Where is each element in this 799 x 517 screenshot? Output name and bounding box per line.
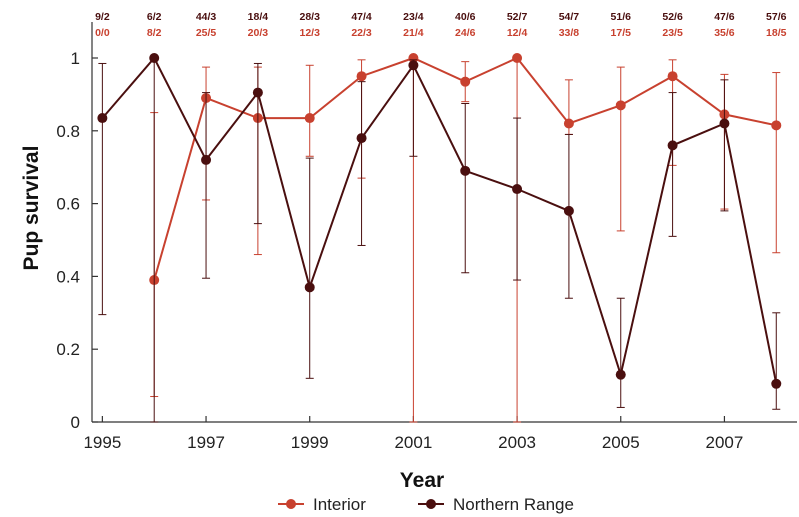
northern-range-sample-label: 52/6 bbox=[662, 11, 683, 23]
northern-range-sample-label: 47/4 bbox=[351, 11, 372, 23]
northern-range-sample-label: 44/3 bbox=[196, 11, 217, 23]
y-tick-label: 0.2 bbox=[56, 340, 80, 359]
interior-sample-label: 24/6 bbox=[455, 27, 476, 39]
northern-range-point bbox=[201, 154, 212, 165]
y-tick-label: 0.6 bbox=[56, 195, 80, 214]
northern-range-sample-label: 57/6 bbox=[766, 11, 787, 23]
northern-range-legend-marker bbox=[426, 499, 436, 509]
northern-range-sample-label: 28/3 bbox=[300, 11, 321, 23]
northern-range-line bbox=[101, 56, 778, 384]
interior-point bbox=[356, 71, 367, 82]
northern-range-sample-label: 18/4 bbox=[248, 11, 269, 23]
interior-sample-label: 18/5 bbox=[766, 27, 787, 39]
legend: Interior Northern Range bbox=[278, 495, 574, 514]
x-tick-label: 2001 bbox=[394, 433, 432, 452]
northern-range-legend-label: Northern Range bbox=[453, 495, 574, 514]
northern-range-point bbox=[460, 165, 471, 176]
y-tick-label: 0.4 bbox=[56, 267, 80, 286]
axes: 0 0.2 0.4 0.6 0.8 1 1995 1997 1999 2001 2003 2005 20… bbox=[56, 22, 797, 452]
interior-sample-label: 0/0 bbox=[95, 27, 110, 39]
interior-legend-label: Interior bbox=[313, 495, 366, 514]
interior-sample-label: 23/5 bbox=[662, 27, 683, 39]
interior-sample-label: 22/3 bbox=[351, 27, 372, 39]
y-axis-title: Pup survival bbox=[20, 146, 43, 271]
northern-range-sample-label: 51/6 bbox=[611, 11, 632, 23]
interior-point bbox=[563, 118, 574, 129]
x-tick-label: 2005 bbox=[602, 433, 640, 452]
y-tick-label: 0 bbox=[71, 413, 80, 432]
northern-range-point bbox=[771, 378, 782, 389]
northern-range-sample-label: 9/2 bbox=[95, 11, 110, 23]
northern-range-point bbox=[512, 184, 523, 195]
interior-sample-label: 8/2 bbox=[147, 27, 162, 39]
northern-range-sample-label: 23/4 bbox=[403, 11, 424, 23]
interior-point bbox=[408, 53, 419, 63]
x-tick-label: 1997 bbox=[187, 433, 225, 452]
y-tick-label: 1 bbox=[71, 49, 80, 68]
interior-sample-label: 17/5 bbox=[611, 27, 632, 39]
y-tick-label: 0.8 bbox=[56, 122, 80, 141]
interior-sample-label: 12/3 bbox=[300, 27, 321, 39]
interior-sample-label: 35/6 bbox=[714, 27, 735, 39]
northern-range-sample-label: 52/7 bbox=[507, 11, 528, 23]
interior-point bbox=[460, 76, 471, 87]
northern-range-point bbox=[252, 87, 263, 98]
northern-range-point bbox=[304, 282, 315, 293]
northern-range-sample-label: 54/7 bbox=[559, 11, 580, 23]
northern-range-point bbox=[356, 133, 367, 144]
interior-sample-label: 21/4 bbox=[403, 27, 424, 39]
sample-size-labels: 9/2 0/0 6/2 8/2 44/3 25/5 18/4 20/3 28/3 12/3 47/4… bbox=[95, 11, 787, 39]
northern-range-point bbox=[97, 113, 108, 124]
x-axis-title: Year bbox=[400, 469, 444, 492]
interior-point bbox=[615, 100, 626, 111]
northern-range-sample-label: 40/6 bbox=[455, 11, 476, 23]
x-tick-label: 1999 bbox=[291, 433, 329, 452]
interior-sample-label: 12/4 bbox=[507, 27, 528, 39]
northern-range-point bbox=[615, 369, 626, 380]
interior-point bbox=[304, 113, 315, 124]
series-group bbox=[97, 53, 782, 423]
interior-point bbox=[667, 71, 678, 82]
interior-sample-label: 33/8 bbox=[559, 27, 580, 39]
northern-range-point bbox=[667, 140, 678, 151]
northern-range-sample-label: 47/6 bbox=[714, 11, 735, 23]
interior-point bbox=[512, 53, 523, 63]
northern-range-point bbox=[719, 118, 730, 129]
interior-sample-label: 20/3 bbox=[248, 27, 269, 39]
northern-range-point bbox=[408, 60, 419, 71]
northern-range-sample-label: 6/2 bbox=[147, 11, 162, 23]
northern-range-point bbox=[563, 205, 574, 216]
x-tick-label: 2007 bbox=[706, 433, 744, 452]
x-tick-label: 1995 bbox=[83, 433, 121, 452]
interior-point bbox=[771, 120, 782, 131]
northern-range-series bbox=[97, 53, 782, 423]
interior-legend-marker bbox=[286, 499, 296, 509]
northern-range-point bbox=[149, 53, 160, 63]
x-tick-label: 2003 bbox=[498, 433, 536, 452]
interior-sample-label: 25/5 bbox=[196, 27, 217, 39]
